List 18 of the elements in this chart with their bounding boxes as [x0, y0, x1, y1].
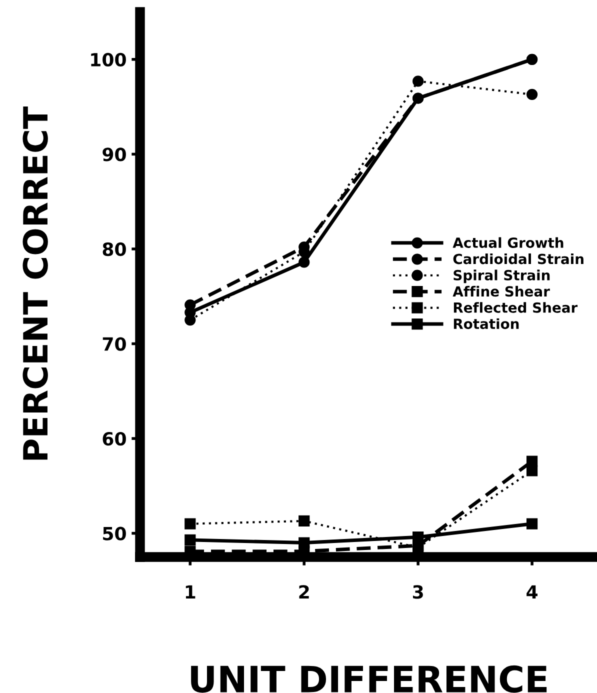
y-tick-label: 80 — [102, 242, 126, 256]
legend-label: Reflected Shear — [454, 302, 578, 313]
x-axis-title: UNIT DIFFERENCE — [191, 665, 547, 693]
legend-label: Rotation — [454, 318, 519, 330]
y-tick-label: 70 — [102, 337, 126, 351]
legend-label: Cardioidal Strain — [453, 253, 584, 264]
y-tick-label: 60 — [102, 432, 126, 446]
y-axis-title: PERCENT CORRECT — [22, 106, 48, 460]
y-tick-label: 100 — [91, 52, 126, 67]
x-tick-label: 1 — [186, 585, 196, 598]
x-tick-label: 2 — [299, 585, 309, 598]
y-tick-label: 90 — [102, 148, 126, 162]
legend-label: Actual Growth — [452, 237, 564, 248]
x-tick-label: 3 — [413, 585, 423, 599]
y-tick-label: 50 — [103, 526, 126, 540]
x-tick-label: 4 — [526, 585, 538, 598]
legend-label: Spiral Strain — [454, 270, 550, 284]
legend-label: Affine Shear — [452, 286, 550, 297]
